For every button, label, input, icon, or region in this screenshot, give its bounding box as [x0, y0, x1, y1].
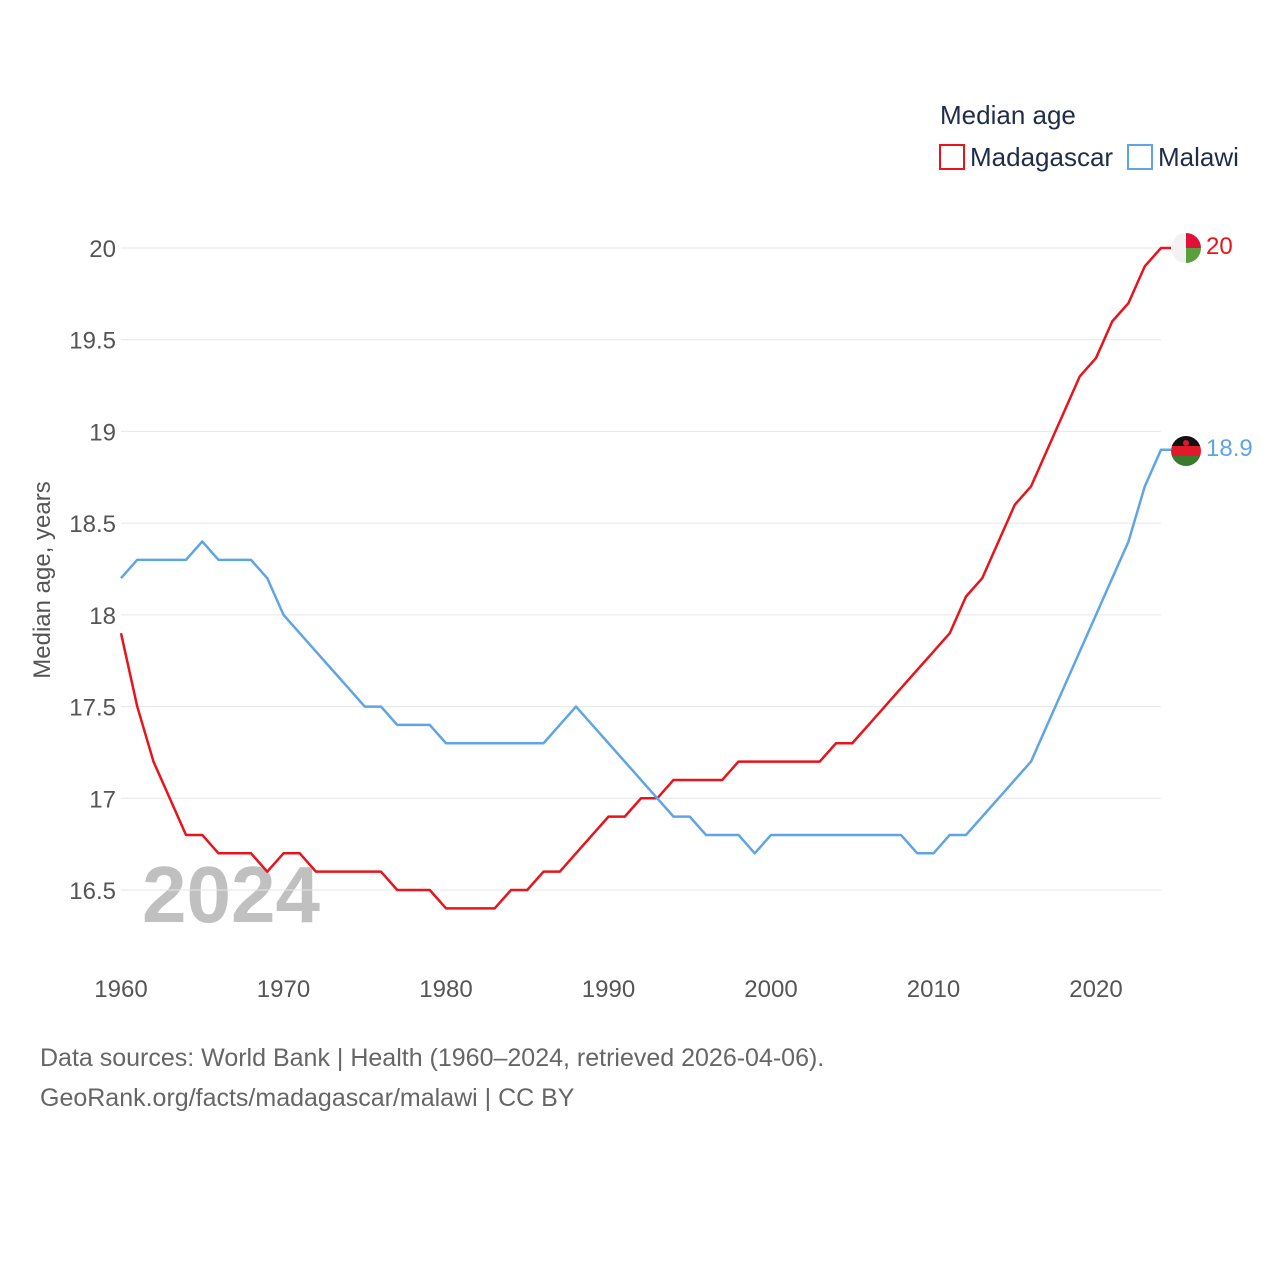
x-tick-label: 2010	[907, 976, 960, 1003]
attribution-link[interactable]: GeoRank.org/facts/madagascar/malawi | CC…	[40, 1084, 575, 1112]
y-tick-label: 20	[89, 236, 116, 263]
x-tick-label: 1990	[582, 976, 635, 1003]
y-tick-label: 18.5	[69, 511, 116, 538]
legend-swatch-madagascar	[939, 144, 965, 170]
malawi-flag-icon	[1171, 436, 1201, 466]
x-tick-label: 2020	[1069, 976, 1122, 1003]
y-tick-label: 19.5	[69, 328, 116, 355]
y-tick-label: 17	[89, 786, 116, 813]
series-lines	[119, 246, 1171, 910]
series-line-malawi[interactable]	[120, 448, 1171, 855]
legend-label-madagascar: Madagascar	[970, 142, 1113, 172]
legend-label-malawi: Malawi	[1158, 142, 1239, 172]
x-axis-ticks: 1960 1970 1980 1990 2000 2010 2020	[94, 976, 1122, 1003]
y-tick-label: 18	[89, 603, 116, 630]
x-tick-label: 2000	[744, 976, 797, 1003]
madagascar-flag-icon	[1171, 233, 1201, 263]
legend-item-madagascar[interactable]: Madagascar	[939, 142, 1113, 172]
y-tick-label: 19	[89, 419, 116, 446]
line-chart: Median age Madagascar Malawi Median age,…	[29, 100, 1253, 1003]
gridlines	[121, 247, 1161, 891]
legend-item-malawi[interactable]: Malawi	[1127, 142, 1239, 172]
series-line-madagascar[interactable]	[119, 246, 1171, 910]
y-axis-ticks: 16.5 17 17.5 18 18.5 19 19.5 20	[69, 236, 116, 905]
current-year-label: 2024	[142, 850, 320, 939]
legend-title: Median age	[940, 100, 1076, 130]
source-text: Data sources: World Bank | Health (1960–…	[40, 1044, 825, 1072]
x-tick-label: 1960	[94, 976, 147, 1003]
y-tick-label: 17.5	[69, 695, 116, 722]
x-tick-label: 1980	[419, 976, 472, 1003]
end-label-madagascar: 20	[1206, 233, 1233, 260]
y-axis-title: Median age, years	[29, 481, 56, 678]
x-tick-label: 1970	[257, 976, 310, 1003]
y-tick-label: 16.5	[69, 878, 116, 905]
end-label-malawi: 18.9	[1206, 435, 1253, 462]
legend: Median age Madagascar Malawi	[939, 100, 1239, 172]
legend-swatch-malawi	[1127, 144, 1153, 170]
